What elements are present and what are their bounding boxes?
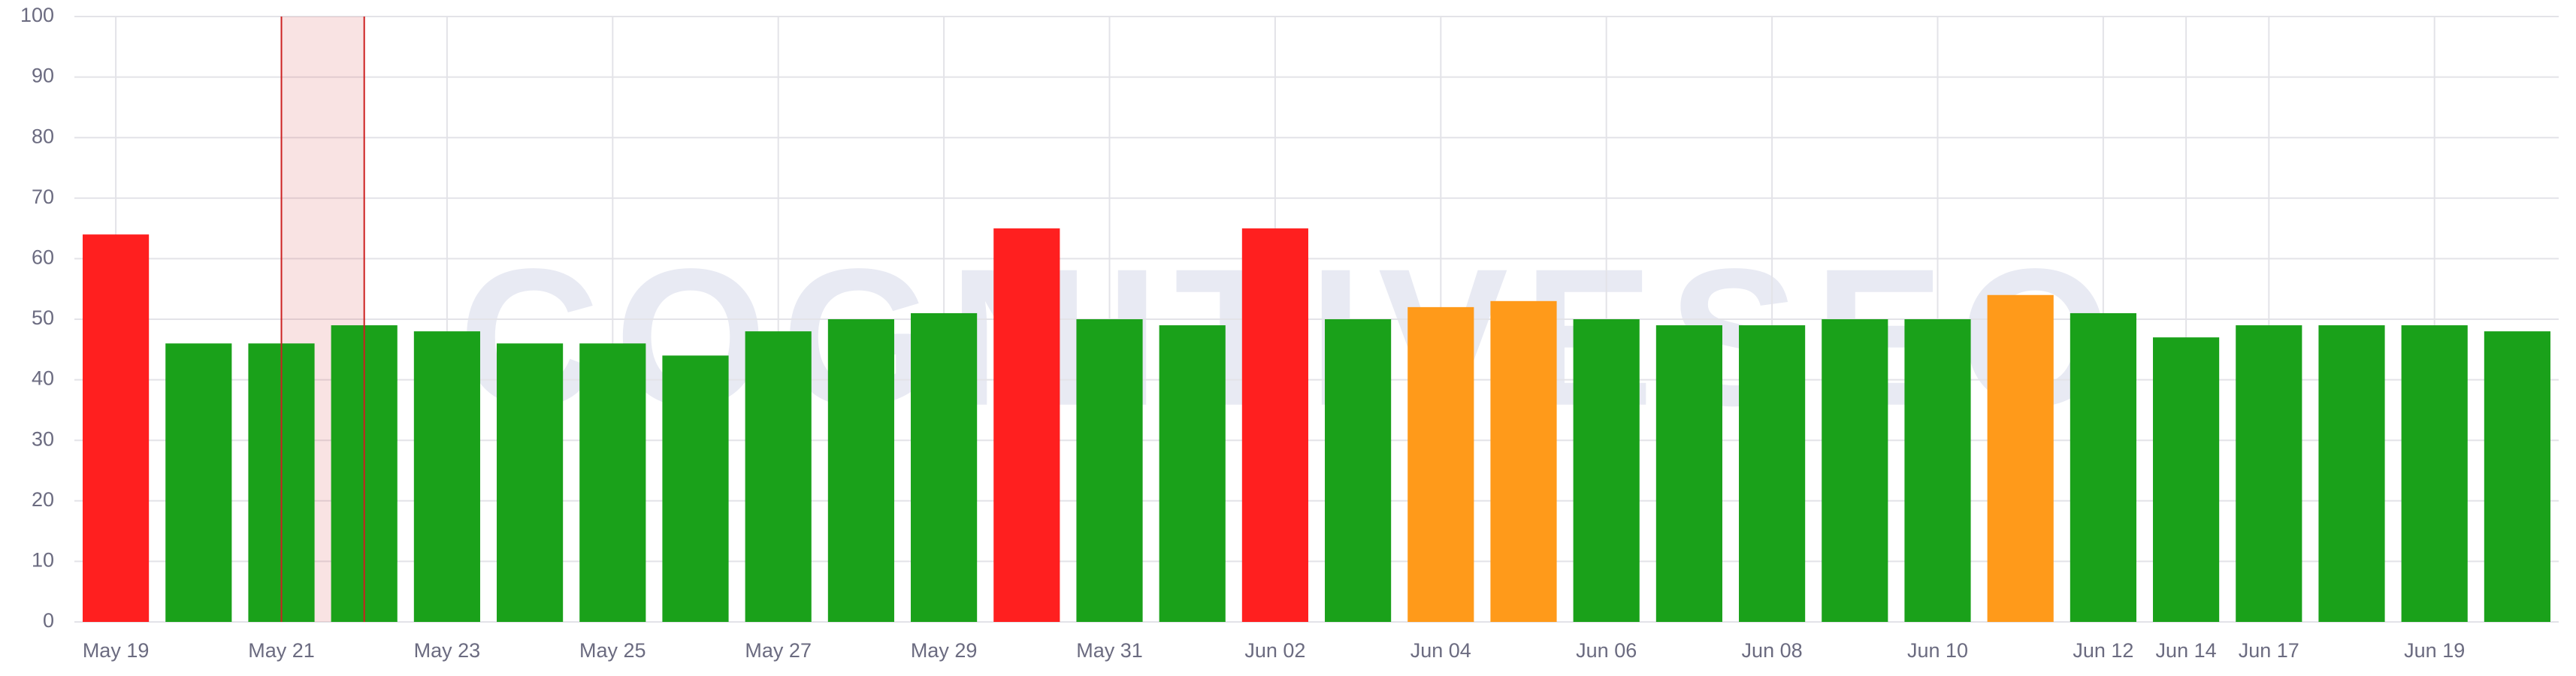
y-tick-label: 100 [20,4,54,26]
y-tick-label: 90 [32,65,54,87]
bar [1822,319,1888,622]
bar [1573,319,1640,622]
x-tick-label: May 29 [911,639,978,662]
bar [1159,325,1226,622]
bar [1325,319,1392,622]
y-tick-label: 40 [32,367,54,390]
x-tick-label: May 27 [745,639,812,662]
x-tick-label: Jun 02 [1244,639,1305,662]
x-tick-label: May 31 [1076,639,1143,662]
x-tick-label: Jun 14 [2156,639,2217,662]
bar [413,331,480,622]
bar [745,331,812,622]
bar [1490,300,1557,622]
bar [165,343,232,622]
x-tick-label: Jun 06 [1576,639,1637,662]
x-tick-label: Jun 19 [2404,639,2465,662]
bar [1739,325,1806,622]
x-tick-label: Jun 12 [2073,639,2133,662]
x-tick-label: Jun 10 [1907,639,1968,662]
bar [662,355,729,622]
bar [579,343,646,622]
x-tick-label: Jun 08 [1742,639,1803,662]
y-tick-label: 30 [32,427,54,450]
bar [1987,294,2054,622]
bar [1655,325,1722,622]
bar [911,312,978,622]
y-tick-label: 50 [32,306,54,329]
x-tick-label: May 19 [83,639,150,662]
x-tick-label: May 21 [248,639,315,662]
x-tick-label: May 23 [414,639,481,662]
bar [2318,325,2385,622]
bar [1076,319,1143,622]
bar [497,343,564,622]
x-tick-label: Jun 17 [2239,639,2299,662]
bar [2236,325,2302,622]
x-tick-label: Jun 04 [1410,639,1471,662]
bar [1241,228,1308,623]
bar [83,234,150,622]
y-tick-label: 70 [32,186,54,208]
bar [2484,331,2550,622]
bar [2153,337,2220,622]
bar [1407,306,1474,622]
x-tick-label: May 25 [579,639,646,662]
y-tick-label: 60 [32,246,54,269]
y-tick-label: 20 [32,488,54,511]
bar [2070,312,2136,622]
y-tick-label: 10 [32,549,54,572]
bar [827,319,894,622]
bar [993,228,1060,623]
y-tick-label: 80 [32,125,54,147]
bar [2401,325,2468,622]
bar [1904,319,1971,622]
y-tick-label: 0 [43,609,54,632]
